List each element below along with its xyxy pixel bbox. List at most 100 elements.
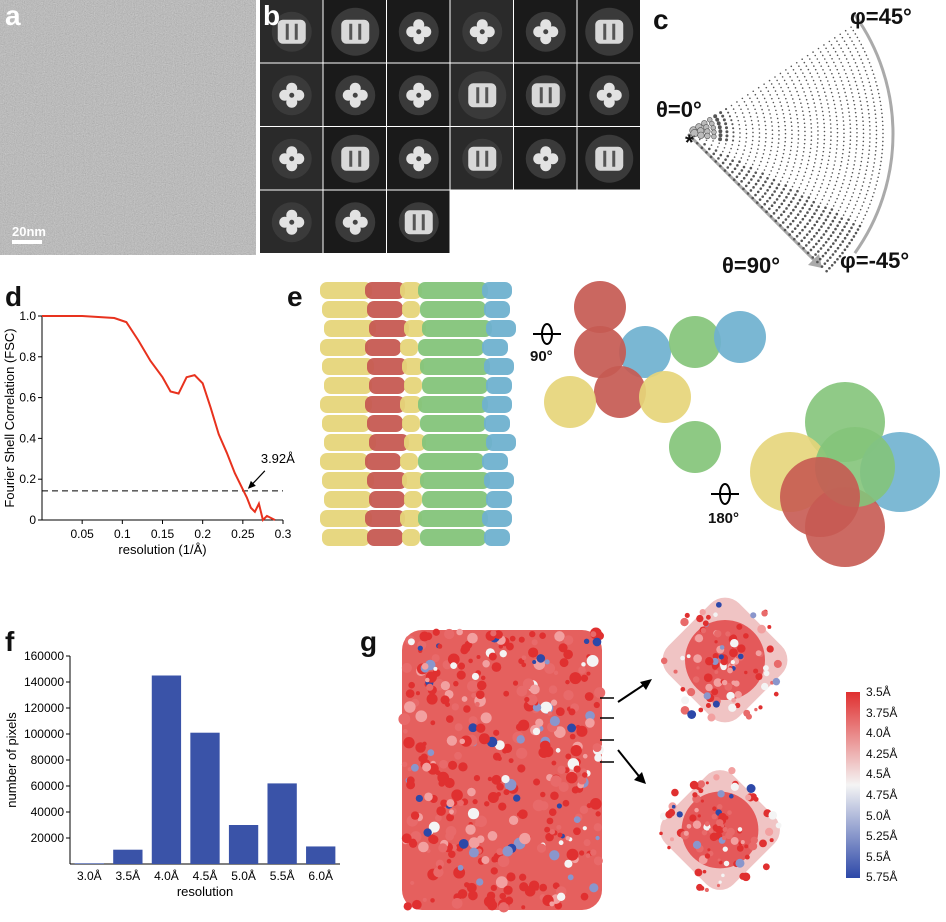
- projection-dot: [754, 171, 758, 174]
- density-speck: [715, 819, 724, 827]
- projection-dot: [854, 231, 858, 235]
- projection-dot: [773, 162, 775, 165]
- density-blob: [669, 316, 721, 368]
- projection-dot: [829, 119, 832, 121]
- projection-dot: [809, 118, 812, 121]
- density-speck: [458, 762, 468, 772]
- particle-subunit: [349, 82, 361, 94]
- projection-dot: [875, 121, 877, 124]
- density-speck: [762, 863, 770, 871]
- projection-dot: [836, 257, 839, 261]
- projection-dot: [832, 168, 835, 170]
- projection-dot: [788, 157, 790, 160]
- particle-pore: [543, 156, 549, 162]
- projection-dot: [817, 134, 819, 136]
- projection-dot: [852, 29, 855, 32]
- density-lobe: [482, 396, 512, 413]
- class-average-tile: [450, 63, 513, 126]
- density-speck: [491, 774, 502, 785]
- projection-dot: [780, 86, 782, 89]
- particle-groove: [485, 87, 489, 104]
- density-speck: [576, 725, 588, 737]
- x-tick-label: 3.0Å: [77, 868, 102, 883]
- projection-dot: [820, 102, 822, 105]
- density-speck: [589, 798, 602, 810]
- density-speck: [717, 858, 721, 862]
- projection-dot: [789, 90, 791, 93]
- density-speck: [704, 821, 710, 827]
- projection-dot: [844, 210, 847, 213]
- projection-dot: [785, 97, 787, 100]
- projection-dot: [784, 169, 787, 171]
- particle-subunit: [349, 209, 361, 221]
- density-speck: [761, 610, 768, 617]
- projection-dot: [866, 161, 869, 164]
- projection-dot: [839, 164, 842, 167]
- density-speck: [716, 883, 721, 888]
- projection-dot: [743, 116, 745, 118]
- projection-dot: [777, 216, 780, 220]
- density-speck: [725, 631, 731, 637]
- projection-dot: [836, 246, 840, 250]
- particle-pore: [416, 92, 422, 98]
- particle-pore: [352, 219, 358, 225]
- projection-dot: [848, 230, 851, 233]
- density-speck: [488, 652, 497, 661]
- projection-dot: [873, 77, 876, 79]
- projection-dot: [781, 176, 784, 179]
- projection-dot: [718, 129, 723, 134]
- density-speck: [743, 633, 749, 639]
- projection-dot: [791, 185, 794, 188]
- density-lobe: [400, 339, 418, 356]
- particle-subunit: [547, 26, 559, 38]
- projection-dot: [801, 87, 804, 89]
- annotation-arrowhead: [247, 480, 256, 489]
- projection-dot: [860, 160, 863, 163]
- projection-dot: [745, 141, 747, 143]
- projection-dot: [804, 138, 806, 141]
- projection-dot: [854, 80, 857, 83]
- projection-dot: [751, 143, 753, 146]
- density-speck: [425, 677, 430, 683]
- projection-dot: [743, 101, 746, 103]
- density-lobe: [482, 339, 508, 356]
- projection-dot: [811, 169, 814, 172]
- projection-dot: [803, 236, 806, 240]
- density-speck: [409, 838, 417, 846]
- projection-dot: [858, 96, 861, 99]
- projection-dot: [855, 84, 858, 87]
- projection-dot: [812, 200, 816, 204]
- particle-subunit: [293, 216, 305, 228]
- projection-dot: [791, 137, 793, 140]
- projection-dot: [782, 199, 786, 202]
- projection-dot: [874, 188, 876, 190]
- projection-dot: [845, 171, 847, 173]
- density-speck: [494, 740, 505, 751]
- projection-dot: [847, 61, 850, 64]
- x-axis-label: resolution (1/Å): [118, 542, 206, 557]
- projection-dot: [818, 94, 820, 97]
- projection-dot: [752, 135, 754, 138]
- projection-dot: [862, 201, 865, 203]
- projection-dot: [825, 47, 827, 50]
- density-speck: [763, 670, 770, 677]
- class-average-tile: [323, 63, 386, 126]
- projection-dot: [782, 152, 785, 155]
- rotation-90-label: 90°: [530, 348, 553, 365]
- projection-dot: [804, 134, 806, 137]
- projection-dot: [821, 198, 824, 201]
- projection-dot: [764, 145, 766, 147]
- projection-dot: [853, 58, 855, 60]
- projection-dot: [819, 202, 822, 204]
- projection-dot: [824, 206, 827, 210]
- density-speck: [519, 873, 527, 881]
- legend-label: 3.75Å: [866, 705, 898, 720]
- particle-groove: [612, 23, 616, 40]
- particle-subunit: [547, 153, 559, 165]
- projection-dot: [747, 108, 749, 110]
- projection-dot: [809, 248, 813, 252]
- projection-dot: [798, 98, 801, 101]
- projection-dot: [829, 245, 833, 249]
- projection-dot: [845, 58, 848, 60]
- projection-dot: [783, 116, 785, 119]
